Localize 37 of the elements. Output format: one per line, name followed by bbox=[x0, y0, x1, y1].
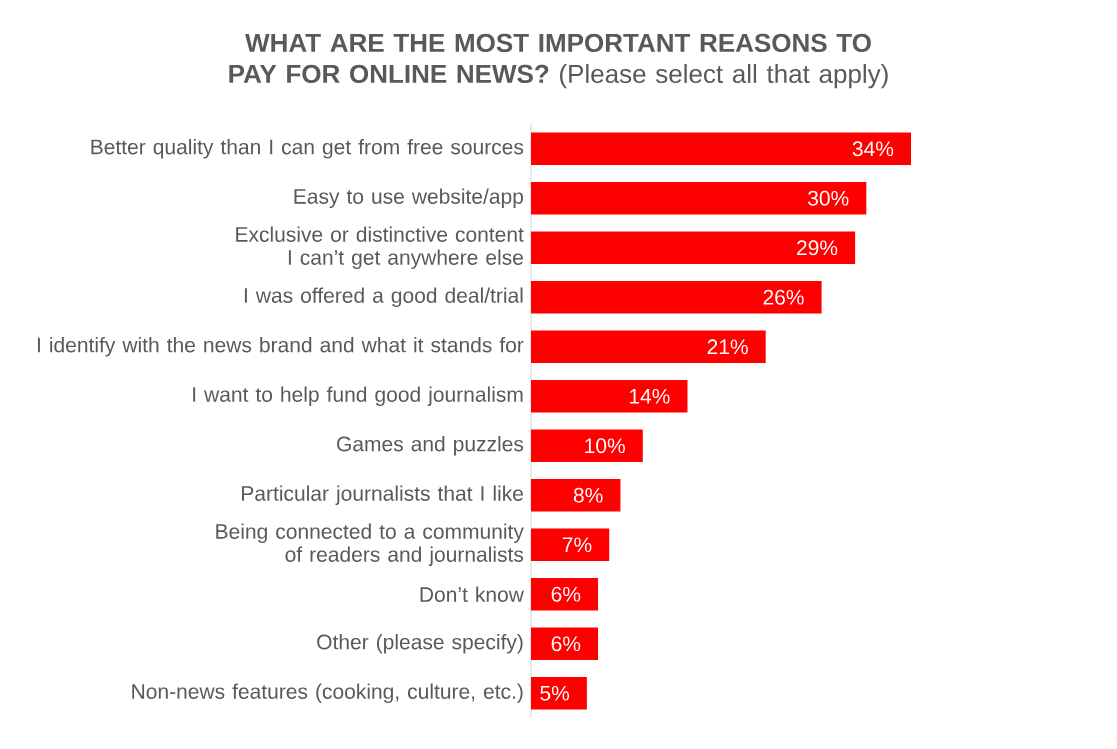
bar bbox=[531, 627, 599, 661]
bar bbox=[531, 429, 643, 463]
y-tick-label: Being connected to a community of readers and journalists bbox=[216, 523, 524, 567]
bar bbox=[531, 379, 688, 413]
y-tick-label: Don’t know bbox=[420, 586, 524, 602]
data-label: 29% bbox=[797, 240, 838, 256]
y-tick-label: Easy to use website/app bbox=[294, 188, 523, 209]
y-tick-label: I was offered a good deal/trial bbox=[244, 287, 523, 308]
data-label: 21% bbox=[707, 339, 748, 355]
y-tick-label: I identify with the news brand and what it stands for bbox=[37, 336, 524, 357]
bar bbox=[531, 231, 856, 265]
chart-title: WHAT ARE THE MOST IMPORTANT REASONS TO PAY FOR ONLINE NEWS? (Please select all that apply) bbox=[229, 33, 888, 89]
y-tick-label: Games and puzzles bbox=[337, 435, 524, 456]
data-label: 10% bbox=[585, 438, 625, 454]
y-tick-label: Other (please specify) bbox=[317, 633, 523, 654]
bar bbox=[531, 330, 766, 364]
data-label: 30% bbox=[807, 190, 849, 206]
data-label: 14% bbox=[629, 388, 670, 404]
y-tick-label: Exclusive or distinctive content I can’t get anywhere else bbox=[236, 226, 524, 270]
data-label: 6% bbox=[551, 636, 581, 652]
bar bbox=[531, 181, 867, 215]
data-label: 26% bbox=[763, 289, 804, 305]
bar bbox=[531, 528, 610, 562]
bar bbox=[531, 280, 822, 314]
data-label: 34% bbox=[852, 141, 894, 157]
bar bbox=[531, 577, 599, 611]
y-tick-label: Better quality than I can get from free sources bbox=[91, 138, 524, 159]
y-tick-label: I want to help fund good journalism bbox=[193, 386, 523, 407]
y-tick-label: Particular journalists that I like bbox=[242, 485, 523, 506]
y-tick-label: Non-news features (cooking, culture, etc.) bbox=[132, 683, 523, 704]
data-label: 5% bbox=[540, 685, 570, 701]
data-label: 7% bbox=[562, 537, 592, 553]
bar bbox=[531, 676, 587, 710]
bar bbox=[531, 478, 621, 512]
data-label: 8% bbox=[573, 487, 603, 503]
data-label: 6% bbox=[551, 586, 581, 602]
bar bbox=[531, 132, 912, 166]
